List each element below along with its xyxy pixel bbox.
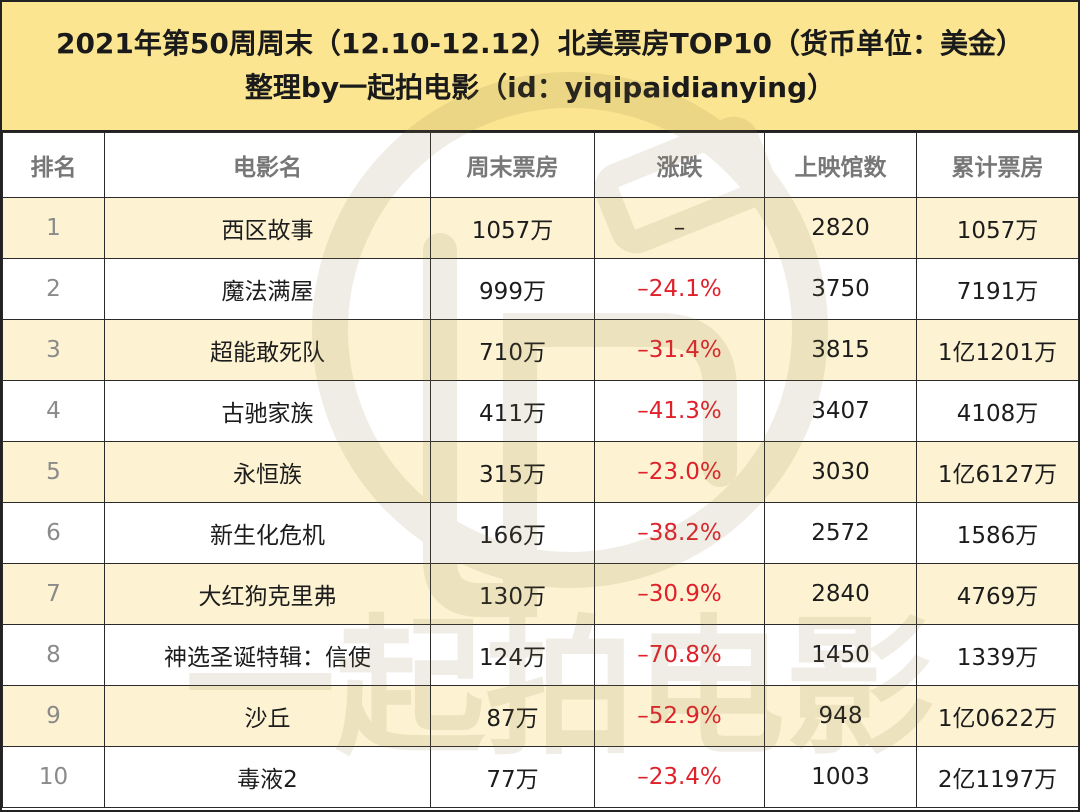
cell-change: –23.4% [594, 746, 765, 808]
header-change: 涨跌 [594, 132, 765, 198]
cell-rank: 7 [2, 563, 105, 625]
table-header-row: 排名 电影名 周末票房 涨跌 上映馆数 累计票房 [2, 132, 1079, 198]
page-subtitle: 整理by一起拍电影（id：yiqipaidianying） [244, 71, 836, 104]
cell-movie-name: 毒液2 [104, 746, 431, 808]
table-row: 3 超能敢死队 710万 –31.4% 3815 1亿1201万 [2, 319, 1079, 381]
cell-change: –31.4% [594, 319, 765, 381]
table-row: 1 西区故事 1057万 – 2820 1057万 [2, 197, 1079, 259]
table-row: 9 沙丘 87万 –52.9% 948 1亿0622万 [2, 685, 1079, 747]
cell-change: –70.8% [594, 624, 765, 686]
cell-change: –38.2% [594, 502, 765, 564]
page-title: 2021年第50周周末（12.10-12.12）北美票房TOP10（货币单位：美… [55, 27, 1025, 60]
header-movie-name: 电影名 [104, 132, 431, 198]
cell-weekend-gross: 315万 [430, 441, 595, 503]
cell-movie-name: 神选圣诞特辑：信使 [104, 624, 431, 686]
header-total-gross: 累计票房 [916, 132, 1079, 198]
cell-total-gross: 1586万 [916, 502, 1079, 564]
cell-movie-name: 新生化危机 [104, 502, 431, 564]
cell-movie-name: 沙丘 [104, 685, 431, 747]
cell-rank: 9 [2, 685, 105, 747]
table-row: 8 神选圣诞特辑：信使 124万 –70.8% 1450 1339万 [2, 624, 1079, 686]
header-rank: 排名 [2, 132, 105, 198]
cell-total-gross: 7191万 [916, 258, 1079, 320]
cell-total-gross: 4108万 [916, 380, 1079, 442]
box-office-table: 排名 电影名 周末票房 涨跌 上映馆数 累计票房 1 西区故事 1057万 – … [2, 132, 1079, 808]
cell-rank: 10 [2, 746, 105, 808]
cell-rank: 8 [2, 624, 105, 686]
cell-total-gross: 4769万 [916, 563, 1079, 625]
cell-theaters: 1003 [764, 746, 917, 808]
cell-weekend-gross: 124万 [430, 624, 595, 686]
cell-theaters: 2840 [764, 563, 917, 625]
cell-change: – [594, 197, 765, 259]
cell-theaters: 2820 [764, 197, 917, 259]
cell-rank: 3 [2, 319, 105, 381]
cell-movie-name: 超能敢死队 [104, 319, 431, 381]
cell-movie-name: 魔法满屋 [104, 258, 431, 320]
table-row: 4 古驰家族 411万 –41.3% 3407 4108万 [2, 380, 1079, 442]
cell-total-gross: 2亿1197万 [916, 746, 1079, 808]
cell-weekend-gross: 1057万 [430, 197, 595, 259]
cell-total-gross: 1亿0622万 [916, 685, 1079, 747]
cell-weekend-gross: 87万 [430, 685, 595, 747]
cell-movie-name: 古驰家族 [104, 380, 431, 442]
table-row: 6 新生化危机 166万 –38.2% 2572 1586万 [2, 502, 1079, 564]
cell-rank: 2 [2, 258, 105, 320]
cell-theaters: 2572 [764, 502, 917, 564]
cell-theaters: 948 [764, 685, 917, 747]
cell-theaters: 3750 [764, 258, 917, 320]
cell-theaters: 3815 [764, 319, 917, 381]
cell-change: –24.1% [594, 258, 765, 320]
cell-rank: 6 [2, 502, 105, 564]
cell-weekend-gross: 77万 [430, 746, 595, 808]
cell-change: –52.9% [594, 685, 765, 747]
cell-rank: 5 [2, 441, 105, 503]
cell-theaters: 3407 [764, 380, 917, 442]
cell-total-gross: 1057万 [916, 197, 1079, 259]
cell-change: –30.9% [594, 563, 765, 625]
cell-movie-name: 永恒族 [104, 441, 431, 503]
cell-weekend-gross: 411万 [430, 380, 595, 442]
table-row: 7 大红狗克里弗 130万 –30.9% 2840 4769万 [2, 563, 1079, 625]
cell-rank: 4 [2, 380, 105, 442]
cell-theaters: 1450 [764, 624, 917, 686]
cell-total-gross: 1亿1201万 [916, 319, 1079, 381]
table-row: 10 毒液2 77万 –23.4% 1003 2亿1197万 [2, 746, 1079, 808]
cell-weekend-gross: 166万 [430, 502, 595, 564]
cell-theaters: 3030 [764, 441, 917, 503]
cell-change: –41.3% [594, 380, 765, 442]
table-row: 5 永恒族 315万 –23.0% 3030 1亿6127万 [2, 441, 1079, 503]
cell-weekend-gross: 710万 [430, 319, 595, 381]
cell-change: –23.0% [594, 441, 765, 503]
cell-rank: 1 [2, 197, 105, 259]
cell-weekend-gross: 130万 [430, 563, 595, 625]
table-row: 2 魔法满屋 999万 –24.1% 3750 7191万 [2, 258, 1079, 320]
header-theaters: 上映馆数 [764, 132, 917, 198]
header-weekend-gross: 周末票房 [430, 132, 595, 198]
title-banner: 2021年第50周周末（12.10-12.12）北美票房TOP10（货币单位：美… [2, 2, 1078, 132]
cell-weekend-gross: 999万 [430, 258, 595, 320]
cell-total-gross: 1339万 [916, 624, 1079, 686]
cell-total-gross: 1亿6127万 [916, 441, 1079, 503]
cell-movie-name: 西区故事 [104, 197, 431, 259]
cell-movie-name: 大红狗克里弗 [104, 563, 431, 625]
